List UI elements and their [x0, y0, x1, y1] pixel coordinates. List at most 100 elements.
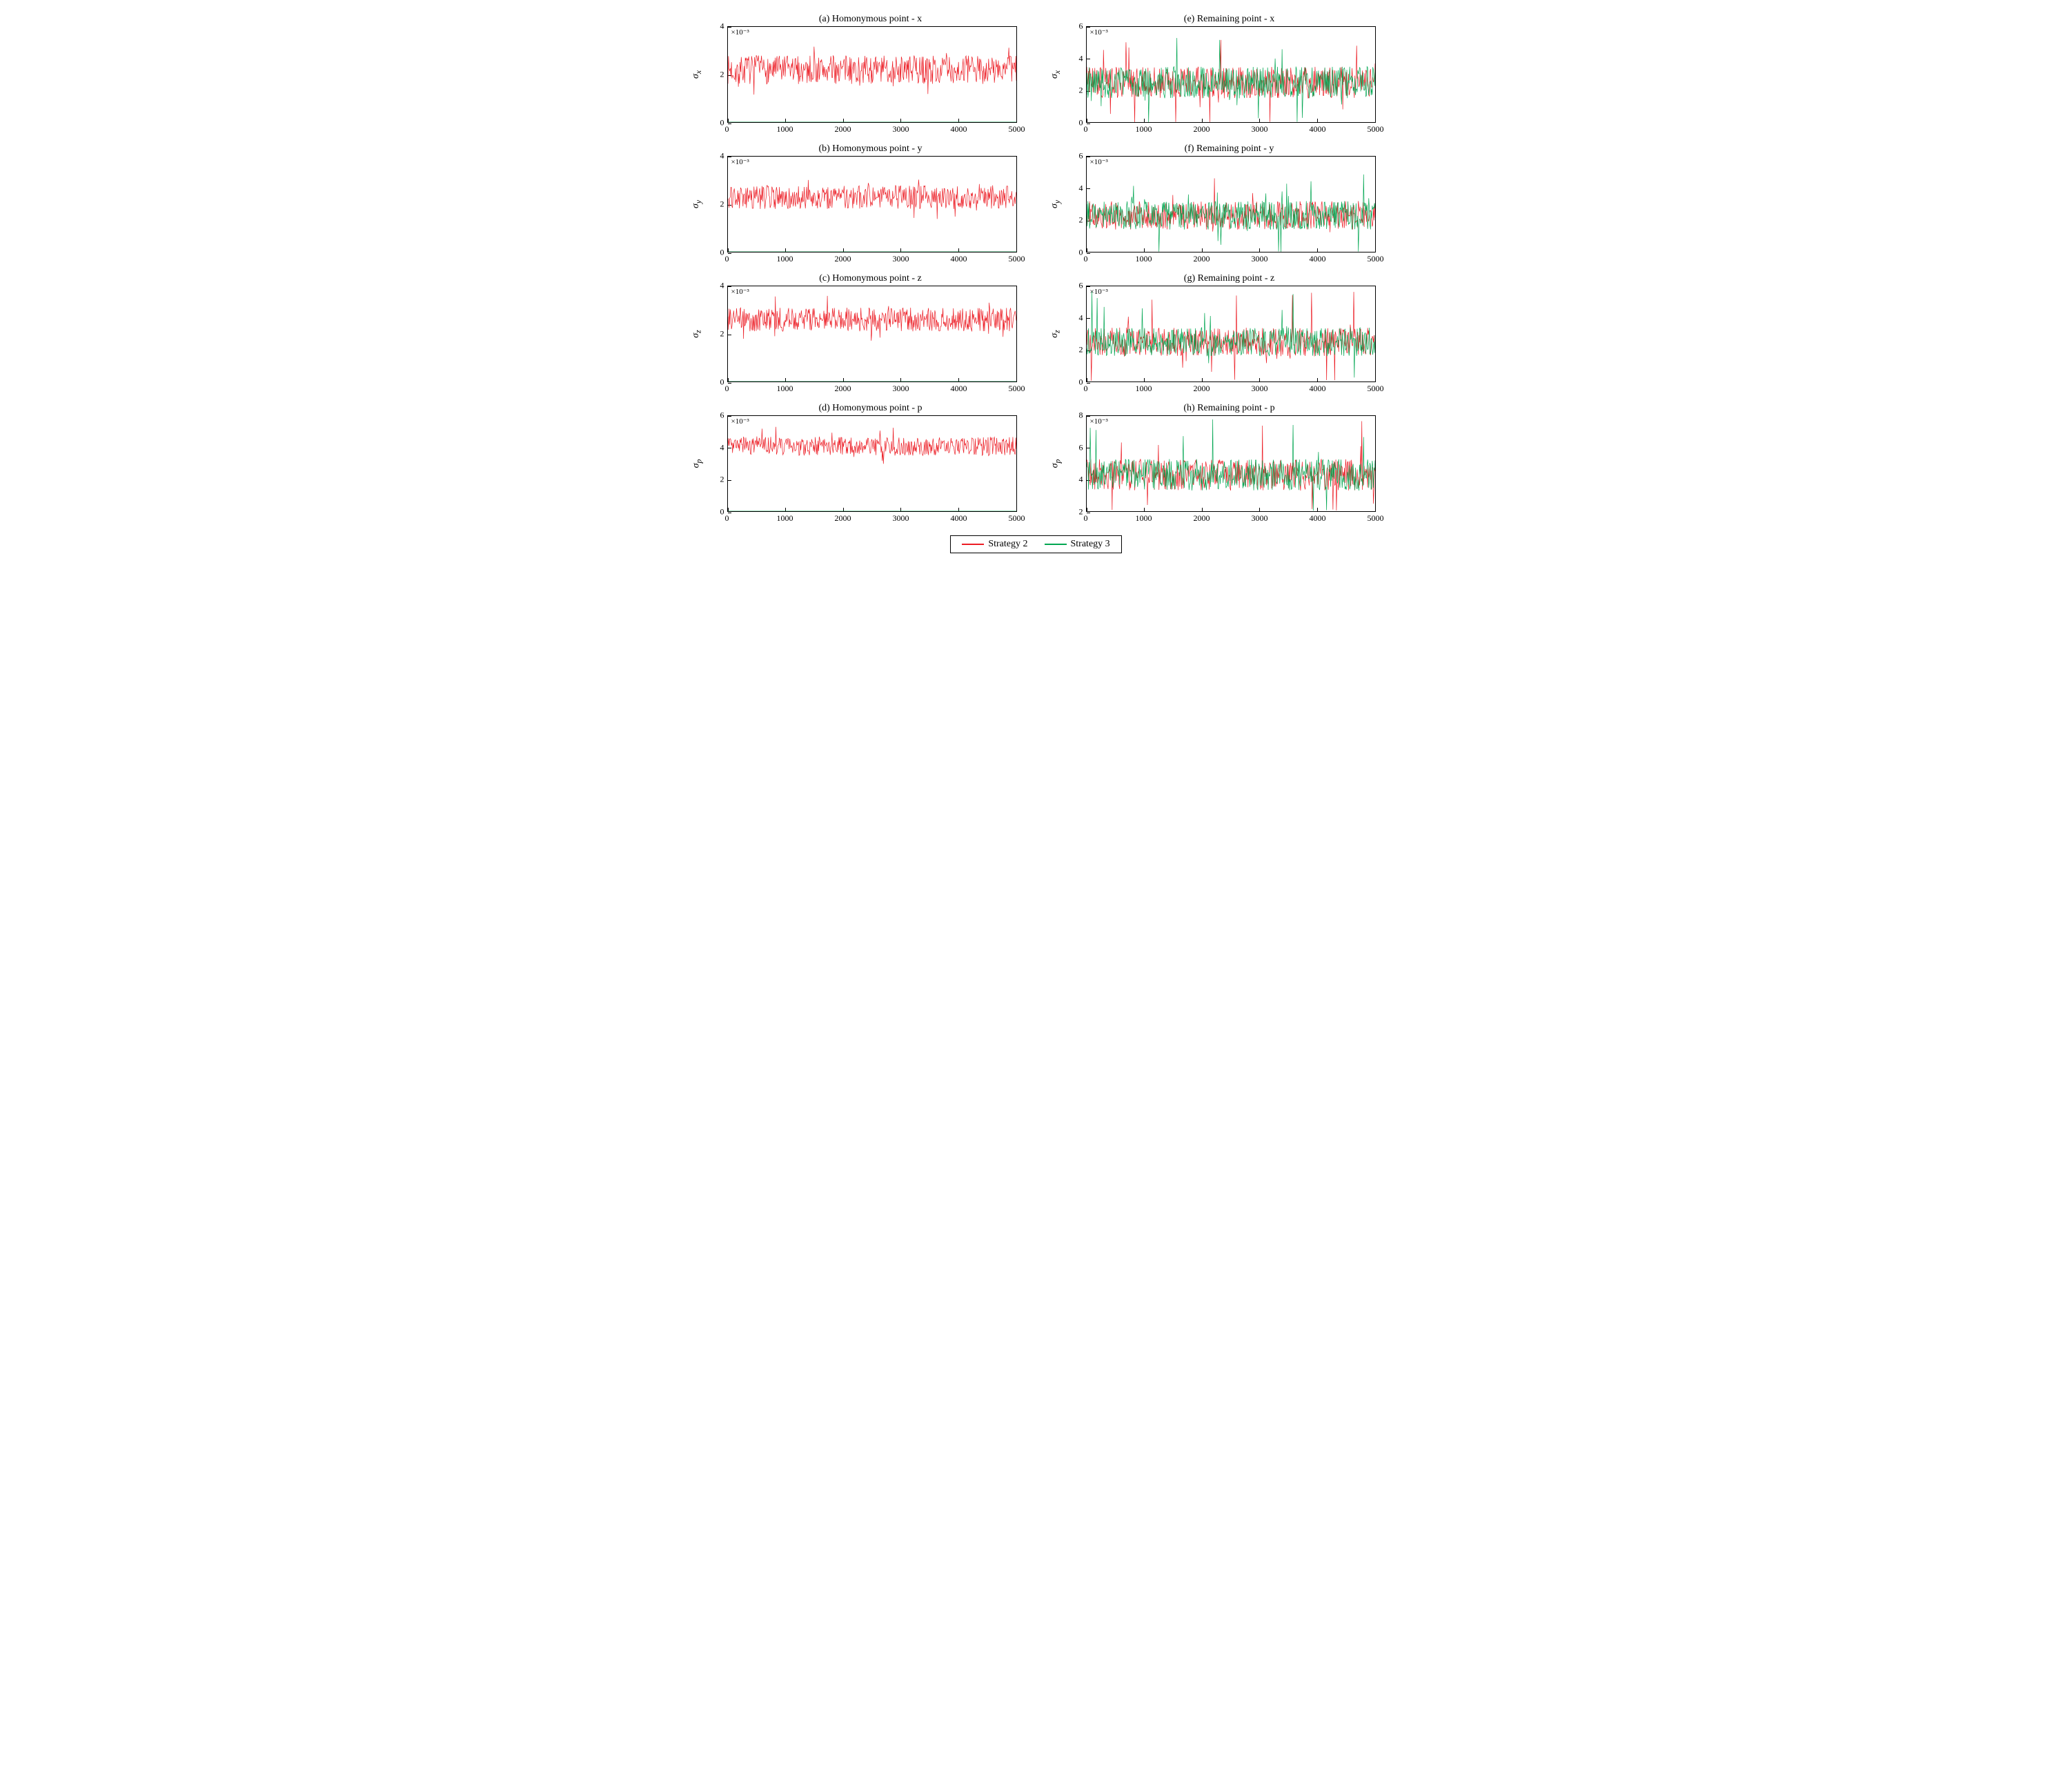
series-line-strategy2: [728, 296, 1016, 341]
plot-area: [727, 286, 1017, 382]
series-svg: [1087, 416, 1375, 511]
panel-f: (f) Remaining point - y×10⁻³σy0246010002…: [1050, 143, 1381, 268]
y-tick-label: 6: [720, 410, 724, 421]
y-tick-label: 2: [1079, 215, 1083, 226]
y-tick-label: 4: [720, 281, 724, 291]
x-tick-label: 3000: [893, 124, 909, 135]
panel-title: (g) Remaining point - z: [1078, 273, 1381, 284]
figure-grid: (a) Homonymous point - x×10⁻³σx024010002…: [691, 14, 1381, 553]
panel-h: (h) Remaining point - p×10⁻³σp2468010002…: [1050, 403, 1381, 527]
y-tick-label: 2: [720, 199, 724, 210]
y-tick-label: 2: [1079, 507, 1083, 517]
x-tick-label: 4000: [951, 254, 967, 264]
y-tick-label: 2: [1079, 86, 1083, 96]
x-tick-label: 0: [725, 254, 729, 264]
panel-a: (a) Homonymous point - x×10⁻³σx024010002…: [691, 14, 1023, 138]
x-tick-label: 5000: [1368, 384, 1384, 394]
legend-item: Strategy 2: [962, 539, 1027, 550]
series-svg: [1087, 157, 1375, 252]
x-tick-label: 4000: [1310, 513, 1326, 524]
plot-area: [1086, 415, 1376, 512]
x-tick-label: 5000: [1009, 124, 1025, 135]
series-svg: [728, 416, 1016, 511]
x-ticks: 010002000300040005000: [727, 252, 1017, 264]
x-tick-label: 2000: [1194, 124, 1210, 135]
y-axis-label: σx: [1049, 70, 1062, 79]
x-tick-label: 3000: [1252, 513, 1268, 524]
x-tick-label: 3000: [893, 384, 909, 394]
series-line-strategy2: [1087, 421, 1375, 510]
x-tick-label: 4000: [951, 513, 967, 524]
y-tick-label: 4: [1079, 183, 1083, 193]
x-tick-label: 1000: [1136, 384, 1152, 394]
x-tick-label: 3000: [893, 513, 909, 524]
y-tick-label: 8: [1079, 410, 1083, 421]
y-axis-label: σx: [691, 70, 703, 79]
x-tick-label: 5000: [1009, 513, 1025, 524]
y-tick-label: 6: [1079, 151, 1083, 161]
plot-area: [727, 156, 1017, 252]
series-line-strategy2: [728, 47, 1016, 95]
panel-title: (d) Homonymous point - p: [719, 403, 1023, 414]
x-ticks: 010002000300040005000: [1086, 252, 1376, 264]
panel-title: (e) Remaining point - x: [1078, 14, 1381, 25]
legend-label: Strategy 3: [1071, 539, 1110, 550]
x-ticks: 010002000300040005000: [1086, 123, 1376, 134]
series-line-strategy2: [728, 427, 1016, 464]
y-tick-label: 2: [720, 329, 724, 339]
x-ticks: 010002000300040005000: [1086, 512, 1376, 523]
x-tick-label: 0: [725, 124, 729, 135]
x-tick-label: 2000: [835, 513, 851, 524]
y-tick-label: 0: [1079, 118, 1083, 128]
series-svg: [728, 157, 1016, 252]
x-tick-label: 5000: [1009, 384, 1025, 394]
x-tick-label: 3000: [893, 254, 909, 264]
y-tick-label: 2: [720, 475, 724, 485]
panel-d: (d) Homonymous point - p×10⁻³σp024601000…: [691, 403, 1023, 527]
panel-title: (h) Remaining point - p: [1078, 403, 1381, 414]
x-ticks: 010002000300040005000: [1086, 382, 1376, 393]
series-line-strategy2: [728, 179, 1016, 219]
y-tick-label: 4: [720, 21, 724, 32]
y-axis-label: σp: [691, 459, 703, 468]
legend-label: Strategy 2: [988, 539, 1027, 550]
y-tick-label: 6: [1079, 21, 1083, 32]
y-tick-label: 4: [720, 151, 724, 161]
x-tick-label: 3000: [1252, 254, 1268, 264]
y-tick-label: 0: [1079, 248, 1083, 258]
series-svg: [1087, 286, 1375, 381]
panel-title: (c) Homonymous point - z: [719, 273, 1023, 284]
x-tick-label: 1000: [777, 254, 793, 264]
panel-title: (f) Remaining point - y: [1078, 143, 1381, 155]
y-tick-label: 2: [720, 70, 724, 80]
x-ticks: 010002000300040005000: [727, 123, 1017, 134]
series-svg: [728, 27, 1016, 122]
x-ticks: 010002000300040005000: [727, 382, 1017, 393]
x-tick-label: 1000: [777, 124, 793, 135]
x-tick-label: 0: [1084, 254, 1088, 264]
x-tick-label: 4000: [951, 124, 967, 135]
x-tick-label: 3000: [1252, 384, 1268, 394]
y-tick-label: 2: [1079, 345, 1083, 355]
x-ticks: 010002000300040005000: [727, 512, 1017, 523]
y-tick-label: 0: [720, 507, 724, 517]
panel-e: (e) Remaining point - x×10⁻³σx0246010002…: [1050, 14, 1381, 138]
x-tick-label: 4000: [1310, 124, 1326, 135]
x-tick-label: 2000: [1194, 513, 1210, 524]
plot-area: [1086, 286, 1376, 382]
panel-title: (b) Homonymous point - y: [719, 143, 1023, 155]
x-tick-label: 5000: [1009, 254, 1025, 264]
y-axis-label: σy: [1049, 200, 1062, 208]
y-tick-label: 0: [720, 377, 724, 388]
series-svg: [728, 286, 1016, 381]
x-tick-label: 4000: [951, 384, 967, 394]
y-tick-label: 0: [720, 118, 724, 128]
y-axis-label: σy: [691, 200, 703, 208]
y-tick-label: 4: [1079, 53, 1083, 63]
panel-title: (a) Homonymous point - x: [719, 14, 1023, 25]
legend: Strategy 2 Strategy 3: [950, 535, 1121, 553]
plot-area: [727, 26, 1017, 123]
x-tick-label: 1000: [1136, 254, 1152, 264]
y-tick-label: 6: [1079, 281, 1083, 291]
series-line-strategy3: [1087, 292, 1375, 377]
